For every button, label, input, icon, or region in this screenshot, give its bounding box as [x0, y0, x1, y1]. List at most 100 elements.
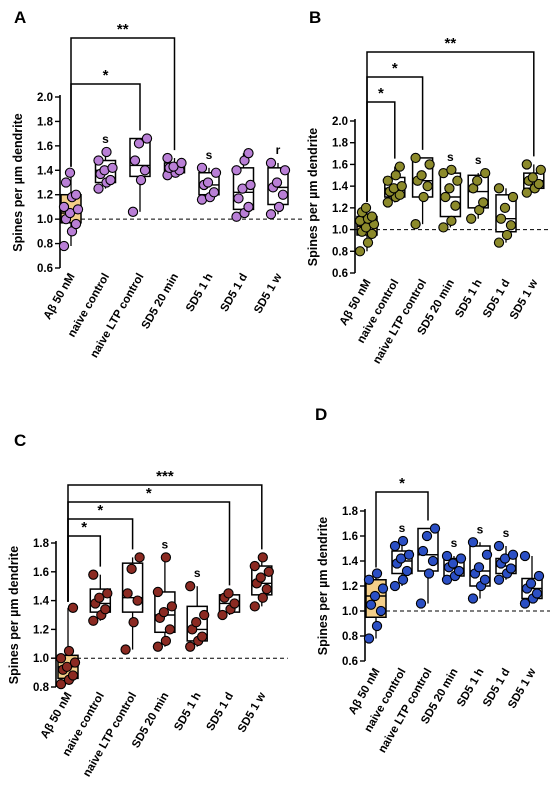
- significance-bracket: [70, 37, 176, 167]
- data-point: [105, 174, 116, 186]
- y-tick-label: 1.0: [332, 225, 348, 237]
- data-point: [493, 540, 505, 552]
- chart-b: 0.6 0.8 1.0 1.2 1.4 1.6 1.8 2.0 Spines per µm de…: [306, 35, 550, 366]
- x-category-label: SD5 1 w: [236, 690, 268, 734]
- data-point: [139, 165, 151, 176]
- data-point: [493, 574, 505, 585]
- data-point: [197, 631, 208, 642]
- significance-bracket: [67, 501, 231, 602]
- data-point: [67, 670, 79, 681]
- significance-letter: s: [477, 522, 484, 536]
- x-category-label: SD5 1 d: [205, 691, 236, 734]
- data-point: [88, 569, 99, 580]
- data-point: [410, 152, 421, 164]
- data-point: [371, 568, 383, 579]
- significance-bracket: [67, 484, 263, 602]
- data-point: [521, 187, 532, 198]
- data-point: [531, 588, 543, 599]
- significance-letter: s: [102, 132, 109, 146]
- data-point: [229, 598, 240, 609]
- y-axis-label: Spines per µm dendrite: [7, 546, 21, 685]
- data-point: [467, 537, 479, 548]
- data-point: [166, 601, 178, 612]
- data-point: [120, 644, 131, 655]
- significance-letter: s: [451, 536, 458, 550]
- y-axis-label: Spines per µm dendrite: [316, 517, 330, 656]
- data-point: [196, 162, 208, 173]
- data-point: [478, 197, 489, 208]
- significance-stars: **: [117, 21, 129, 38]
- x-category-label: SD5 1 h: [453, 278, 484, 321]
- data-point: [60, 177, 72, 188]
- y-tick-label: 1.2: [37, 190, 53, 202]
- x-category-label: Aβ 50 nM: [39, 691, 75, 741]
- y-tick-label: 0.8: [342, 631, 359, 643]
- data-point: [185, 641, 196, 652]
- y-tick-label: 1.0: [342, 606, 358, 618]
- data-point: [450, 200, 461, 211]
- data-point: [176, 157, 187, 169]
- data-point: [375, 605, 387, 617]
- significance-letter: s: [447, 150, 454, 164]
- data-point: [185, 581, 196, 592]
- data-point: [396, 180, 407, 192]
- data-point: [519, 550, 531, 562]
- data-point: [453, 565, 465, 577]
- significance-stars: *: [146, 485, 152, 502]
- data-point: [101, 146, 112, 158]
- data-point: [93, 183, 104, 194]
- data-point: [208, 187, 220, 198]
- data-point: [129, 155, 141, 166]
- data-point: [366, 211, 378, 222]
- data-point: [231, 165, 242, 176]
- panel-letter-a: A: [14, 8, 27, 27]
- data-point: [416, 170, 427, 181]
- significance-bracket: [366, 51, 535, 202]
- data-point: [371, 620, 383, 632]
- data-point: [493, 183, 505, 194]
- data-point: [473, 562, 485, 573]
- data-point: [521, 159, 532, 170]
- y-tick-label: 1.0: [37, 214, 53, 226]
- significance-letter: s: [503, 526, 510, 540]
- data-point: [61, 661, 73, 672]
- data-point: [382, 175, 393, 186]
- data-point: [265, 209, 277, 220]
- panel-b: B 0.6 0.8 1.0 1.2 1.4 1.6 1.8 2.0 Spines per µm …: [275, 0, 550, 395]
- data-point: [480, 167, 491, 179]
- data-point: [63, 645, 75, 657]
- significance-letter: r: [276, 143, 281, 157]
- data-point: [363, 574, 375, 585]
- data-point: [533, 570, 545, 582]
- data-point: [444, 183, 455, 194]
- data-point: [160, 635, 172, 647]
- data-point: [243, 148, 254, 159]
- data-point: [223, 588, 234, 599]
- data-point: [455, 553, 467, 564]
- data-point: [102, 588, 113, 599]
- y-tick-label: 0.8: [37, 239, 54, 251]
- y-tick-label: 2.0: [37, 92, 53, 104]
- data-point: [365, 599, 377, 610]
- data-point: [446, 164, 457, 176]
- data-point: [397, 535, 409, 547]
- data-point: [271, 177, 283, 188]
- data-point: [152, 586, 164, 598]
- data-point: [481, 549, 493, 560]
- data-point: [210, 167, 222, 178]
- y-tick-label: 1.4: [33, 596, 50, 608]
- data-point: [257, 552, 268, 563]
- y-tick-label: 1.2: [342, 581, 358, 593]
- x-category-label: SD5 1 h: [184, 272, 215, 315]
- data-point: [100, 604, 111, 615]
- data-point: [441, 550, 453, 562]
- data-point: [466, 213, 477, 224]
- data-point: [360, 202, 372, 214]
- y-tick-label: 1.2: [33, 624, 49, 636]
- data-point: [507, 191, 519, 203]
- data-point: [446, 215, 457, 227]
- y-axis-label: Spines per µm dendrite: [306, 128, 320, 267]
- y-tick-label: 0.8: [332, 246, 349, 258]
- y-tick-label: 1.6: [332, 159, 348, 171]
- data-point: [191, 617, 202, 628]
